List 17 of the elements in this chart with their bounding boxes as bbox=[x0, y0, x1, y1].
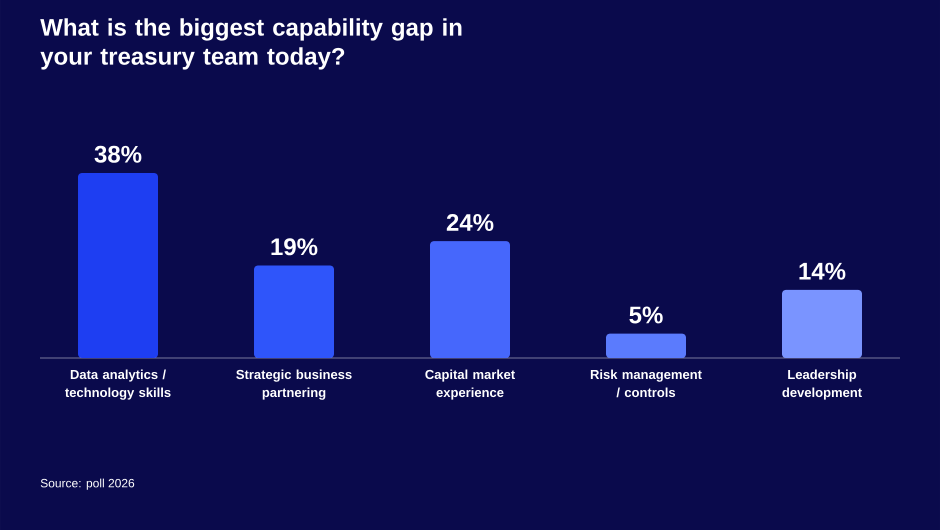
x-tick-label: Leadership development bbox=[782, 370, 862, 400]
bar bbox=[430, 241, 510, 358]
data-label: 5% bbox=[629, 306, 663, 324]
source-note: Source: poll 2026 bbox=[40, 478, 134, 490]
data-label: 38% bbox=[94, 146, 142, 163]
bar bbox=[606, 334, 686, 358]
bar bbox=[78, 172, 158, 358]
x-tick-label: Data analytics / technology skills bbox=[65, 370, 171, 400]
x-tick-label: Capital market experience bbox=[425, 370, 515, 400]
chart-title: What is the biggest capability gap in your treasury team today? bbox=[40, 18, 462, 70]
data-label: 19% bbox=[271, 238, 318, 256]
bar bbox=[254, 265, 334, 358]
bar bbox=[782, 290, 862, 358]
x-tick-label: Risk management / controls bbox=[590, 370, 702, 398]
data-label: 14% bbox=[799, 262, 846, 280]
x-tick-label: Strategic business partnering bbox=[236, 370, 352, 400]
data-label: 24% bbox=[446, 214, 494, 231]
